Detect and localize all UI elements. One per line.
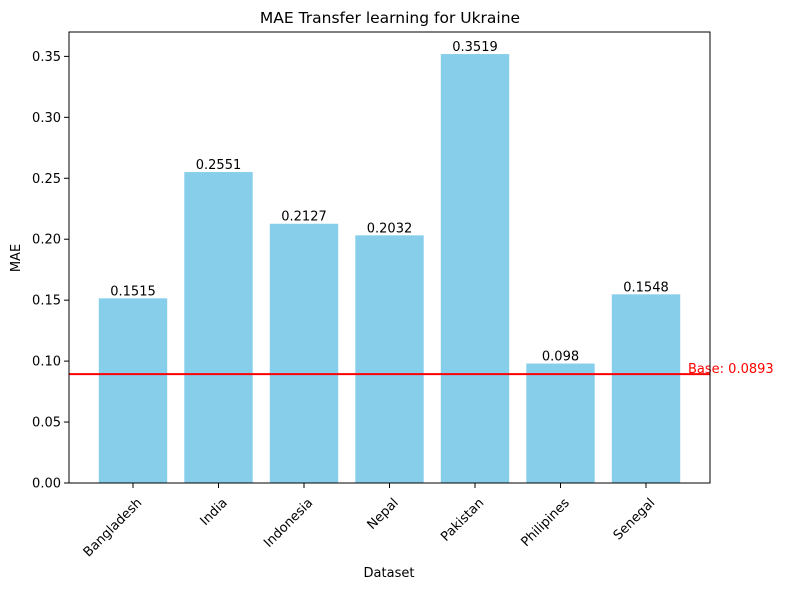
baseline-label: Base: 0.0893 bbox=[688, 362, 774, 377]
x-tick-label-bangladesh: Bangladesh bbox=[81, 496, 146, 561]
bar-philipines bbox=[526, 363, 595, 483]
bar-nepal bbox=[355, 235, 424, 483]
data-label-pakistan: 0.3519 bbox=[452, 40, 498, 55]
chart-title: MAE Transfer learning for Ukraine bbox=[260, 9, 520, 27]
y-tick-label: 0.15 bbox=[32, 294, 61, 309]
data-label-indonesia: 0.2127 bbox=[281, 210, 327, 225]
data-label-senegal: 0.1548 bbox=[623, 280, 669, 295]
y-axis-label: MAE bbox=[9, 244, 24, 272]
data-label-bangladesh: 0.1515 bbox=[110, 284, 156, 299]
x-tick-label-philipines: Philipines bbox=[518, 496, 572, 550]
x-tick-label-nepal: Nepal bbox=[365, 496, 402, 533]
y-tick-label: 0.35 bbox=[32, 50, 61, 65]
x-tick-label-senegal: Senegal bbox=[611, 496, 659, 544]
bar-bangladesh bbox=[98, 298, 168, 483]
y-tick-label: 0.10 bbox=[32, 355, 61, 370]
data-label-philipines: 0.098 bbox=[542, 350, 579, 365]
y-tick-label: 0.30 bbox=[32, 111, 61, 126]
y-tick-label: 0.20 bbox=[32, 233, 61, 248]
x-axis-label: Dataset bbox=[364, 566, 415, 581]
y-tick-label: 0.00 bbox=[32, 477, 61, 492]
plot-area: 0.1515 Bangladesh 0.2551 India 0.2127 Indones… bbox=[32, 31, 774, 561]
bar-senegal bbox=[611, 294, 681, 483]
y-tick-label: 0.05 bbox=[32, 416, 61, 431]
x-tick-label-india: India bbox=[198, 496, 231, 529]
bar-india bbox=[184, 172, 253, 484]
data-label-nepal: 0.2032 bbox=[367, 221, 413, 236]
y-tick-label: 0.25 bbox=[32, 172, 61, 187]
data-label-india: 0.2551 bbox=[196, 158, 242, 173]
x-tick-label-indonesia: Indonesia bbox=[261, 496, 316, 551]
x-tick-label-pakistan: Pakistan bbox=[438, 496, 487, 545]
bar-pakistan bbox=[440, 54, 510, 484]
bar-indonesia bbox=[269, 223, 339, 484]
plot-frame bbox=[68, 31, 711, 484]
